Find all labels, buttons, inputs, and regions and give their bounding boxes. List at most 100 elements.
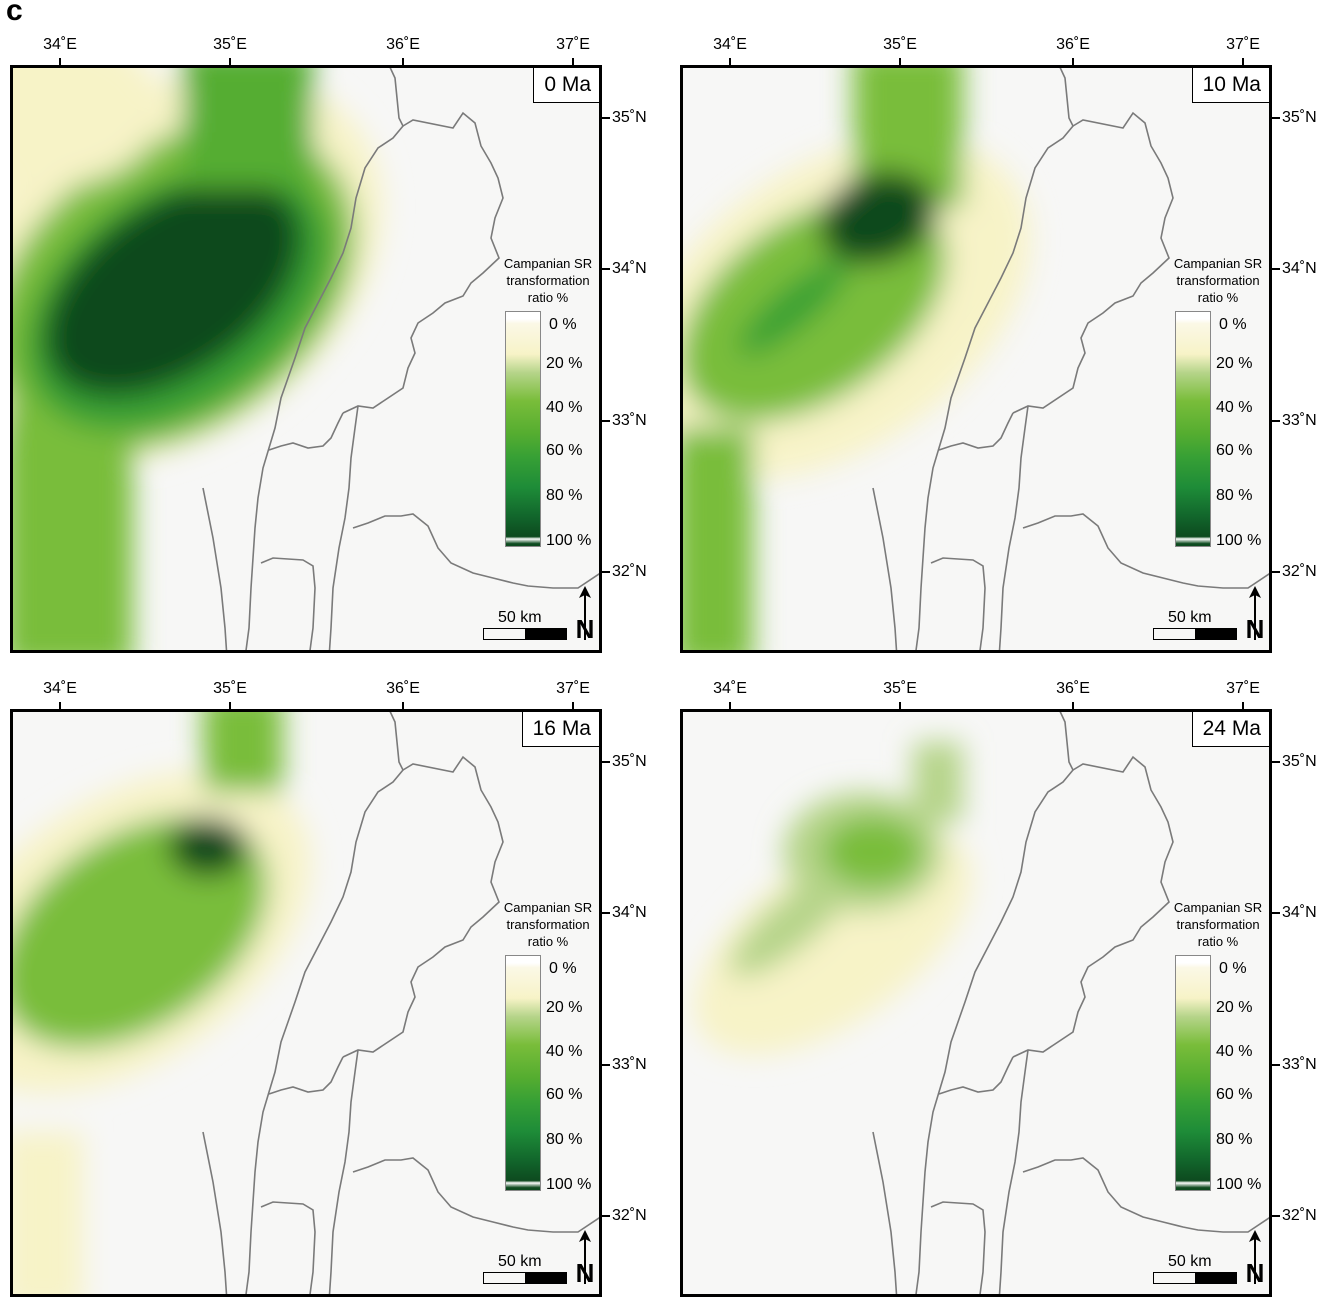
border-jordan-saudi [1022,513,1269,589]
borders [202,68,599,650]
lon-tick [572,702,574,710]
colorbar-label: 100 % [546,532,592,549]
legend-title-line: Campanian SR [503,256,593,271]
legend-title-line: ratio % [1197,290,1239,305]
border-gaza [872,487,898,650]
coastline [915,712,1074,1294]
colorbar-label: 20 % [1216,355,1253,372]
colorbar-label: 80 % [1216,1131,1253,1148]
scale-bar [483,1272,567,1284]
legend-title: Campanian SR transformation ratio % [493,899,599,950]
map-panel-0ma: 34˚E 35˚E 36˚E 37˚E 0 Ma Campanian SR t [0,0,660,653]
north-label: N [1246,614,1265,642]
lat-label: 33˚N [1282,1056,1317,1073]
lon-label: 36˚E [1056,680,1090,697]
legend-title-line: ratio % [1197,934,1239,949]
border-golan [268,412,344,451]
lat-label: 33˚N [1282,412,1317,429]
colorbar-label: 40 % [546,1043,583,1060]
lat-tick [602,117,610,119]
north-label: N [576,614,595,642]
lat-label: 35˚N [1282,753,1317,770]
lon-tick [1242,58,1244,66]
legend-title-line: ratio % [527,290,569,305]
legend-title: Campanian SR transformation ratio % [1163,255,1269,306]
lon-tick [1242,702,1244,710]
lon-tick [59,702,61,710]
border-israel-egypt [930,557,986,650]
lon-label: 37˚E [1226,36,1260,53]
border-israel-egypt [260,1201,316,1294]
borders [202,712,599,1294]
lat-label: 34˚N [1282,260,1317,277]
colorbar-label: 80 % [546,487,583,504]
legend-title: Campanian SR transformation ratio % [493,255,599,306]
lon-label: 35˚E [883,680,917,697]
legend-title-line: transformation [1176,917,1260,932]
lon-tick [402,702,404,710]
colorbar-label: 40 % [1216,1043,1253,1060]
lat-tick [602,420,610,422]
lat-label: 34˚N [1282,904,1317,921]
lat-label: 34˚N [612,260,647,277]
border-jordan-saudi [352,1157,599,1233]
ratio-region [13,1132,83,1294]
age-label: 24 Ma [1191,712,1269,747]
colorbar-label: 40 % [546,399,583,416]
lon-label: 37˚E [556,680,590,697]
lat-label: 32˚N [1282,1207,1317,1224]
lat-label: 32˚N [1282,563,1317,580]
ratio-contours [694,742,972,1055]
lon-tick [899,702,901,710]
lat-label: 33˚N [612,1056,647,1073]
border-lebanon-syria [342,111,504,414]
lon-tick [59,58,61,66]
scale-label: 50 km [1168,1253,1212,1270]
colorbar-label: 0 % [549,960,577,977]
ratio-contours [683,68,1031,650]
border-jordan-valley [328,405,359,650]
lon-tick [1072,58,1074,66]
border-israel-egypt [260,557,316,650]
colorbar-label: 20 % [1216,999,1253,1016]
map-panel-10ma: 34˚E 35˚E 36˚E 37˚E 10 Ma Campanian SR [670,0,1330,653]
ratio-region [683,428,753,650]
ratio-region [913,742,963,822]
legend-title-line: Campanian SR [503,900,593,915]
north-arrow-icon: N [576,586,595,642]
ratio-region [729,867,857,977]
border-jordan-valley [998,405,1029,650]
scale-bar [1153,1272,1237,1284]
lat-label: 33˚N [612,412,647,429]
lat-tick [1272,1064,1280,1066]
lat-tick [1272,420,1280,422]
lon-tick [899,58,901,66]
legend-title-line: transformation [506,917,590,932]
lat-label: 34˚N [612,904,647,921]
border-golan [268,1056,344,1095]
lat-tick [1272,268,1280,270]
lon-label: 35˚E [883,36,917,53]
border-gaza [202,487,228,650]
ratio-region [819,170,937,266]
coastline [915,68,1074,650]
colorbar [1175,311,1211,547]
coastline [245,68,404,650]
border-jordan-saudi [352,513,599,589]
ratio-region [183,68,313,188]
lat-label: 35˚N [612,109,647,126]
lon-label: 36˚E [1056,36,1090,53]
lat-label: 35˚N [612,753,647,770]
age-label: 10 Ma [1191,68,1269,103]
lat-tick [602,912,610,914]
colorbar-label: 60 % [1216,1086,1253,1103]
colorbar-label: 100 % [546,1176,592,1193]
colorbar-label: 0 % [549,316,577,333]
lat-tick [1272,117,1280,119]
colorbar-label: 20 % [546,999,583,1016]
colorbar-label: 100 % [1216,1176,1262,1193]
lat-tick [602,761,610,763]
figure-label: c [6,0,23,27]
border-golan [938,412,1014,451]
lon-label: 36˚E [386,36,420,53]
